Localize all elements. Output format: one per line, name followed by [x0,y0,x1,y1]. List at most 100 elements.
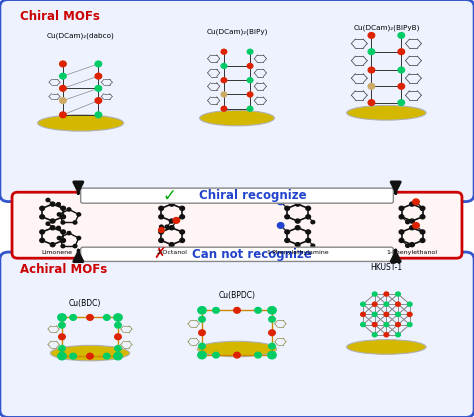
Circle shape [58,352,66,360]
Circle shape [95,112,101,118]
Circle shape [159,230,164,234]
Text: Cu(DCam)₂(BiPy): Cu(DCam)₂(BiPy) [206,29,268,35]
Circle shape [61,230,65,234]
Circle shape [396,292,401,296]
Circle shape [61,215,65,219]
FancyBboxPatch shape [0,252,474,417]
Circle shape [277,223,284,228]
Circle shape [285,206,290,210]
Circle shape [213,307,219,313]
Text: Chiral recognize: Chiral recognize [199,189,306,202]
FancyBboxPatch shape [81,188,393,203]
Circle shape [368,33,374,38]
Circle shape [159,215,164,219]
Circle shape [399,206,404,210]
Text: Limonene: Limonene [42,250,73,255]
Circle shape [396,302,401,306]
Circle shape [361,312,365,317]
Circle shape [115,346,121,351]
Circle shape [269,330,275,336]
Circle shape [406,244,410,247]
Circle shape [70,353,76,359]
Text: 1-Phenylethanol: 1-Phenylethanol [386,250,438,255]
Text: ✓: ✓ [162,187,176,205]
Circle shape [56,203,60,206]
FancyBboxPatch shape [0,0,474,201]
Circle shape [420,206,425,210]
Text: Cu(BPDC): Cu(BPDC) [219,291,255,300]
Circle shape [46,222,50,225]
Circle shape [398,33,404,38]
Circle shape [77,236,81,240]
Circle shape [173,194,180,200]
Circle shape [198,306,206,314]
Text: 2-Octanol: 2-Octanol [156,250,187,255]
Circle shape [398,83,404,89]
Circle shape [50,226,55,230]
Circle shape [311,244,315,247]
Circle shape [268,306,276,314]
Circle shape [247,78,253,83]
Circle shape [410,243,414,247]
Circle shape [384,302,389,306]
Circle shape [50,202,55,206]
Circle shape [159,228,164,232]
Text: Chiral MOFs: Chiral MOFs [20,10,100,23]
Text: HKUST-1: HKUST-1 [370,264,402,272]
Circle shape [384,322,389,327]
Circle shape [234,307,240,313]
Circle shape [95,98,101,103]
Circle shape [407,322,412,327]
Circle shape [173,218,180,223]
Circle shape [50,219,55,223]
Circle shape [67,208,71,211]
Circle shape [198,352,206,359]
Circle shape [57,213,61,216]
Circle shape [410,202,414,206]
Circle shape [61,221,65,224]
Circle shape [180,206,184,210]
Circle shape [384,292,389,296]
Circle shape [396,333,401,337]
Circle shape [103,314,110,320]
Circle shape [87,353,93,359]
Circle shape [368,83,374,89]
Circle shape [159,206,164,210]
Circle shape [95,73,101,79]
Circle shape [269,317,275,322]
Circle shape [373,312,377,317]
Text: Cu(BDC): Cu(BDC) [69,299,101,308]
Text: Cu(DCam)₂(BiPyB): Cu(DCam)₂(BiPyB) [353,25,419,31]
Circle shape [384,333,389,337]
Circle shape [361,322,365,327]
Circle shape [199,330,205,336]
Circle shape [60,112,66,118]
Text: 1-Phenylethylamine: 1-Phenylethylamine [266,250,329,255]
Circle shape [115,334,121,339]
Circle shape [407,302,412,306]
Circle shape [169,219,174,223]
Circle shape [306,215,310,219]
Circle shape [247,106,253,111]
Circle shape [73,221,77,224]
Circle shape [87,314,93,320]
Circle shape [160,225,163,229]
Circle shape [40,239,45,242]
Circle shape [221,106,227,111]
Ellipse shape [346,339,426,354]
Circle shape [58,314,66,321]
Circle shape [399,215,404,219]
Text: ✗: ✗ [154,247,166,262]
Circle shape [221,78,227,83]
Circle shape [60,73,66,79]
Circle shape [407,312,412,317]
Circle shape [268,352,276,359]
Circle shape [361,302,365,306]
Circle shape [306,239,310,242]
Circle shape [420,215,425,219]
Circle shape [40,215,45,219]
Circle shape [59,346,65,351]
Circle shape [60,61,66,67]
Circle shape [103,353,110,359]
Ellipse shape [197,341,277,357]
